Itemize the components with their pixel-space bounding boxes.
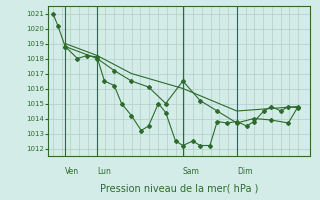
Text: Sam: Sam — [183, 167, 200, 176]
Text: Ven: Ven — [65, 167, 79, 176]
Text: Lun: Lun — [97, 167, 111, 176]
Text: Dim: Dim — [237, 167, 252, 176]
Text: Pression niveau de la mer( hPa ): Pression niveau de la mer( hPa ) — [100, 184, 258, 194]
